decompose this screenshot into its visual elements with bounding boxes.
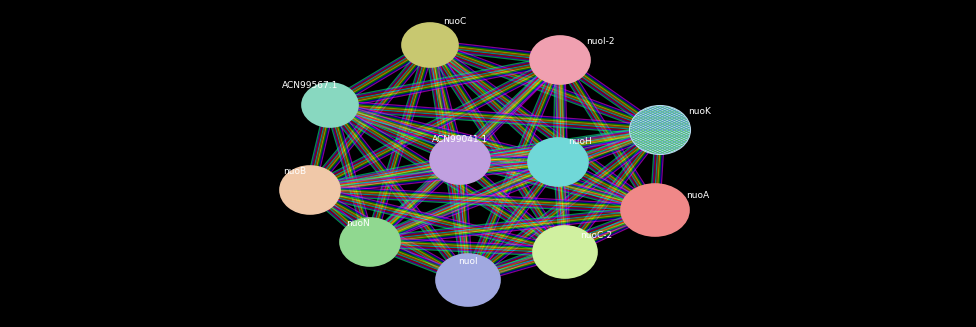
Ellipse shape bbox=[630, 106, 690, 154]
Ellipse shape bbox=[302, 83, 358, 127]
Ellipse shape bbox=[402, 23, 458, 67]
Text: nuoC-2: nuoC-2 bbox=[580, 231, 612, 239]
Text: ACN99567.1: ACN99567.1 bbox=[282, 80, 339, 90]
Text: nuoB: nuoB bbox=[283, 167, 306, 177]
Text: nuoC: nuoC bbox=[443, 18, 467, 26]
Ellipse shape bbox=[280, 166, 340, 214]
Ellipse shape bbox=[430, 136, 490, 184]
Ellipse shape bbox=[533, 226, 597, 278]
Text: nuoA: nuoA bbox=[686, 191, 710, 199]
Ellipse shape bbox=[340, 218, 400, 266]
Text: nuoI-2: nuoI-2 bbox=[586, 38, 614, 46]
Ellipse shape bbox=[621, 184, 689, 236]
Ellipse shape bbox=[436, 254, 500, 306]
Text: nuoI: nuoI bbox=[458, 257, 478, 267]
Text: ACN99041.1: ACN99041.1 bbox=[431, 135, 488, 145]
Ellipse shape bbox=[530, 36, 590, 84]
Text: nuoK: nuoK bbox=[688, 108, 712, 116]
Text: nuoN: nuoN bbox=[346, 219, 370, 229]
Ellipse shape bbox=[528, 138, 588, 186]
Text: nuoH: nuoH bbox=[568, 137, 591, 146]
